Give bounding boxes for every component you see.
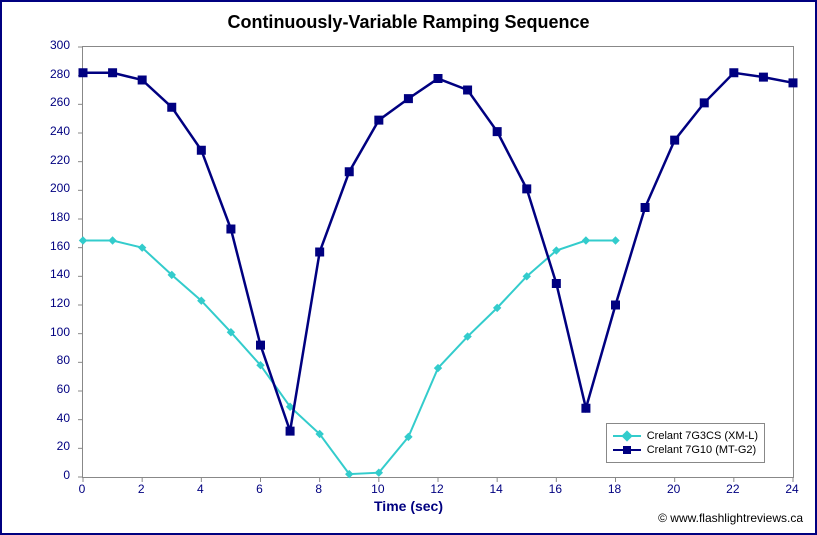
y-tick-label: 220 — [30, 153, 70, 167]
series-marker — [730, 69, 738, 77]
series-marker — [759, 73, 767, 81]
y-tick-label: 80 — [30, 353, 70, 367]
series-marker — [109, 237, 116, 244]
series-marker — [227, 225, 235, 233]
plot-svg — [83, 47, 793, 477]
y-tick-label: 200 — [30, 181, 70, 195]
legend-row: Crelant 7G10 (MT-G2) — [613, 444, 758, 456]
series-line — [83, 73, 793, 431]
series-marker — [671, 136, 679, 144]
x-tick-label: 10 — [363, 482, 393, 496]
series-marker — [464, 86, 472, 94]
series-marker — [375, 116, 383, 124]
series-marker — [345, 168, 353, 176]
x-tick-label: 22 — [718, 482, 748, 496]
legend-label: Crelant 7G10 (MT-G2) — [647, 444, 756, 456]
legend-row: Crelant 7G3CS (XM-L) — [613, 430, 758, 442]
y-tick-label: 120 — [30, 296, 70, 310]
series-marker — [404, 95, 412, 103]
x-tick-label: 0 — [67, 482, 97, 496]
series-marker — [79, 69, 87, 77]
chart-title: Continuously-Variable Ramping Sequence — [2, 12, 815, 33]
y-tick-label: 20 — [30, 439, 70, 453]
series-marker — [523, 185, 531, 193]
series-marker — [434, 75, 442, 83]
series-marker — [552, 280, 560, 288]
series-marker — [700, 99, 708, 107]
x-tick-label: 16 — [540, 482, 570, 496]
series-line — [83, 241, 616, 475]
y-tick-label: 40 — [30, 411, 70, 425]
y-tick-label: 260 — [30, 95, 70, 109]
chart-credits: © www.flashlightreviews.ca — [658, 511, 803, 525]
chart-container: Continuously-Variable Ramping Sequence R… — [0, 0, 817, 535]
y-tick-label: 280 — [30, 67, 70, 81]
series-marker — [257, 341, 265, 349]
x-tick-label: 2 — [126, 482, 156, 496]
y-tick-label: 240 — [30, 124, 70, 138]
series-marker — [612, 237, 619, 244]
y-tick-label: 0 — [30, 468, 70, 482]
series-marker — [109, 69, 117, 77]
x-tick-label: 24 — [777, 482, 807, 496]
series-marker — [493, 128, 501, 136]
series-marker — [789, 79, 797, 87]
series-marker — [168, 103, 176, 111]
legend-swatch — [613, 445, 641, 455]
series-marker — [582, 404, 590, 412]
y-tick-label: 180 — [30, 210, 70, 224]
y-tick-label: 60 — [30, 382, 70, 396]
legend-swatch — [613, 431, 641, 441]
y-tick-label: 160 — [30, 239, 70, 253]
y-tick-label: 140 — [30, 267, 70, 281]
x-tick-label: 8 — [304, 482, 334, 496]
x-tick-label: 6 — [245, 482, 275, 496]
series-marker — [286, 427, 294, 435]
x-tick-label: 18 — [600, 482, 630, 496]
legend-label: Crelant 7G3CS (XM-L) — [647, 430, 758, 442]
legend: Crelant 7G3CS (XM-L) Crelant 7G10 (MT-G2) — [606, 423, 765, 463]
series-marker — [612, 301, 620, 309]
series-marker — [641, 204, 649, 212]
series-marker — [197, 146, 205, 154]
x-tick-label: 20 — [659, 482, 689, 496]
series-marker — [80, 237, 87, 244]
y-tick-label: 100 — [30, 325, 70, 339]
y-tick-label: 300 — [30, 38, 70, 52]
series-marker — [316, 248, 324, 256]
plot-area: Crelant 7G3CS (XM-L) Crelant 7G10 (MT-G2) — [82, 46, 794, 478]
x-tick-label: 4 — [185, 482, 215, 496]
x-tick-label: 14 — [481, 482, 511, 496]
series-marker — [582, 237, 589, 244]
x-tick-label: 12 — [422, 482, 452, 496]
series-marker — [138, 76, 146, 84]
